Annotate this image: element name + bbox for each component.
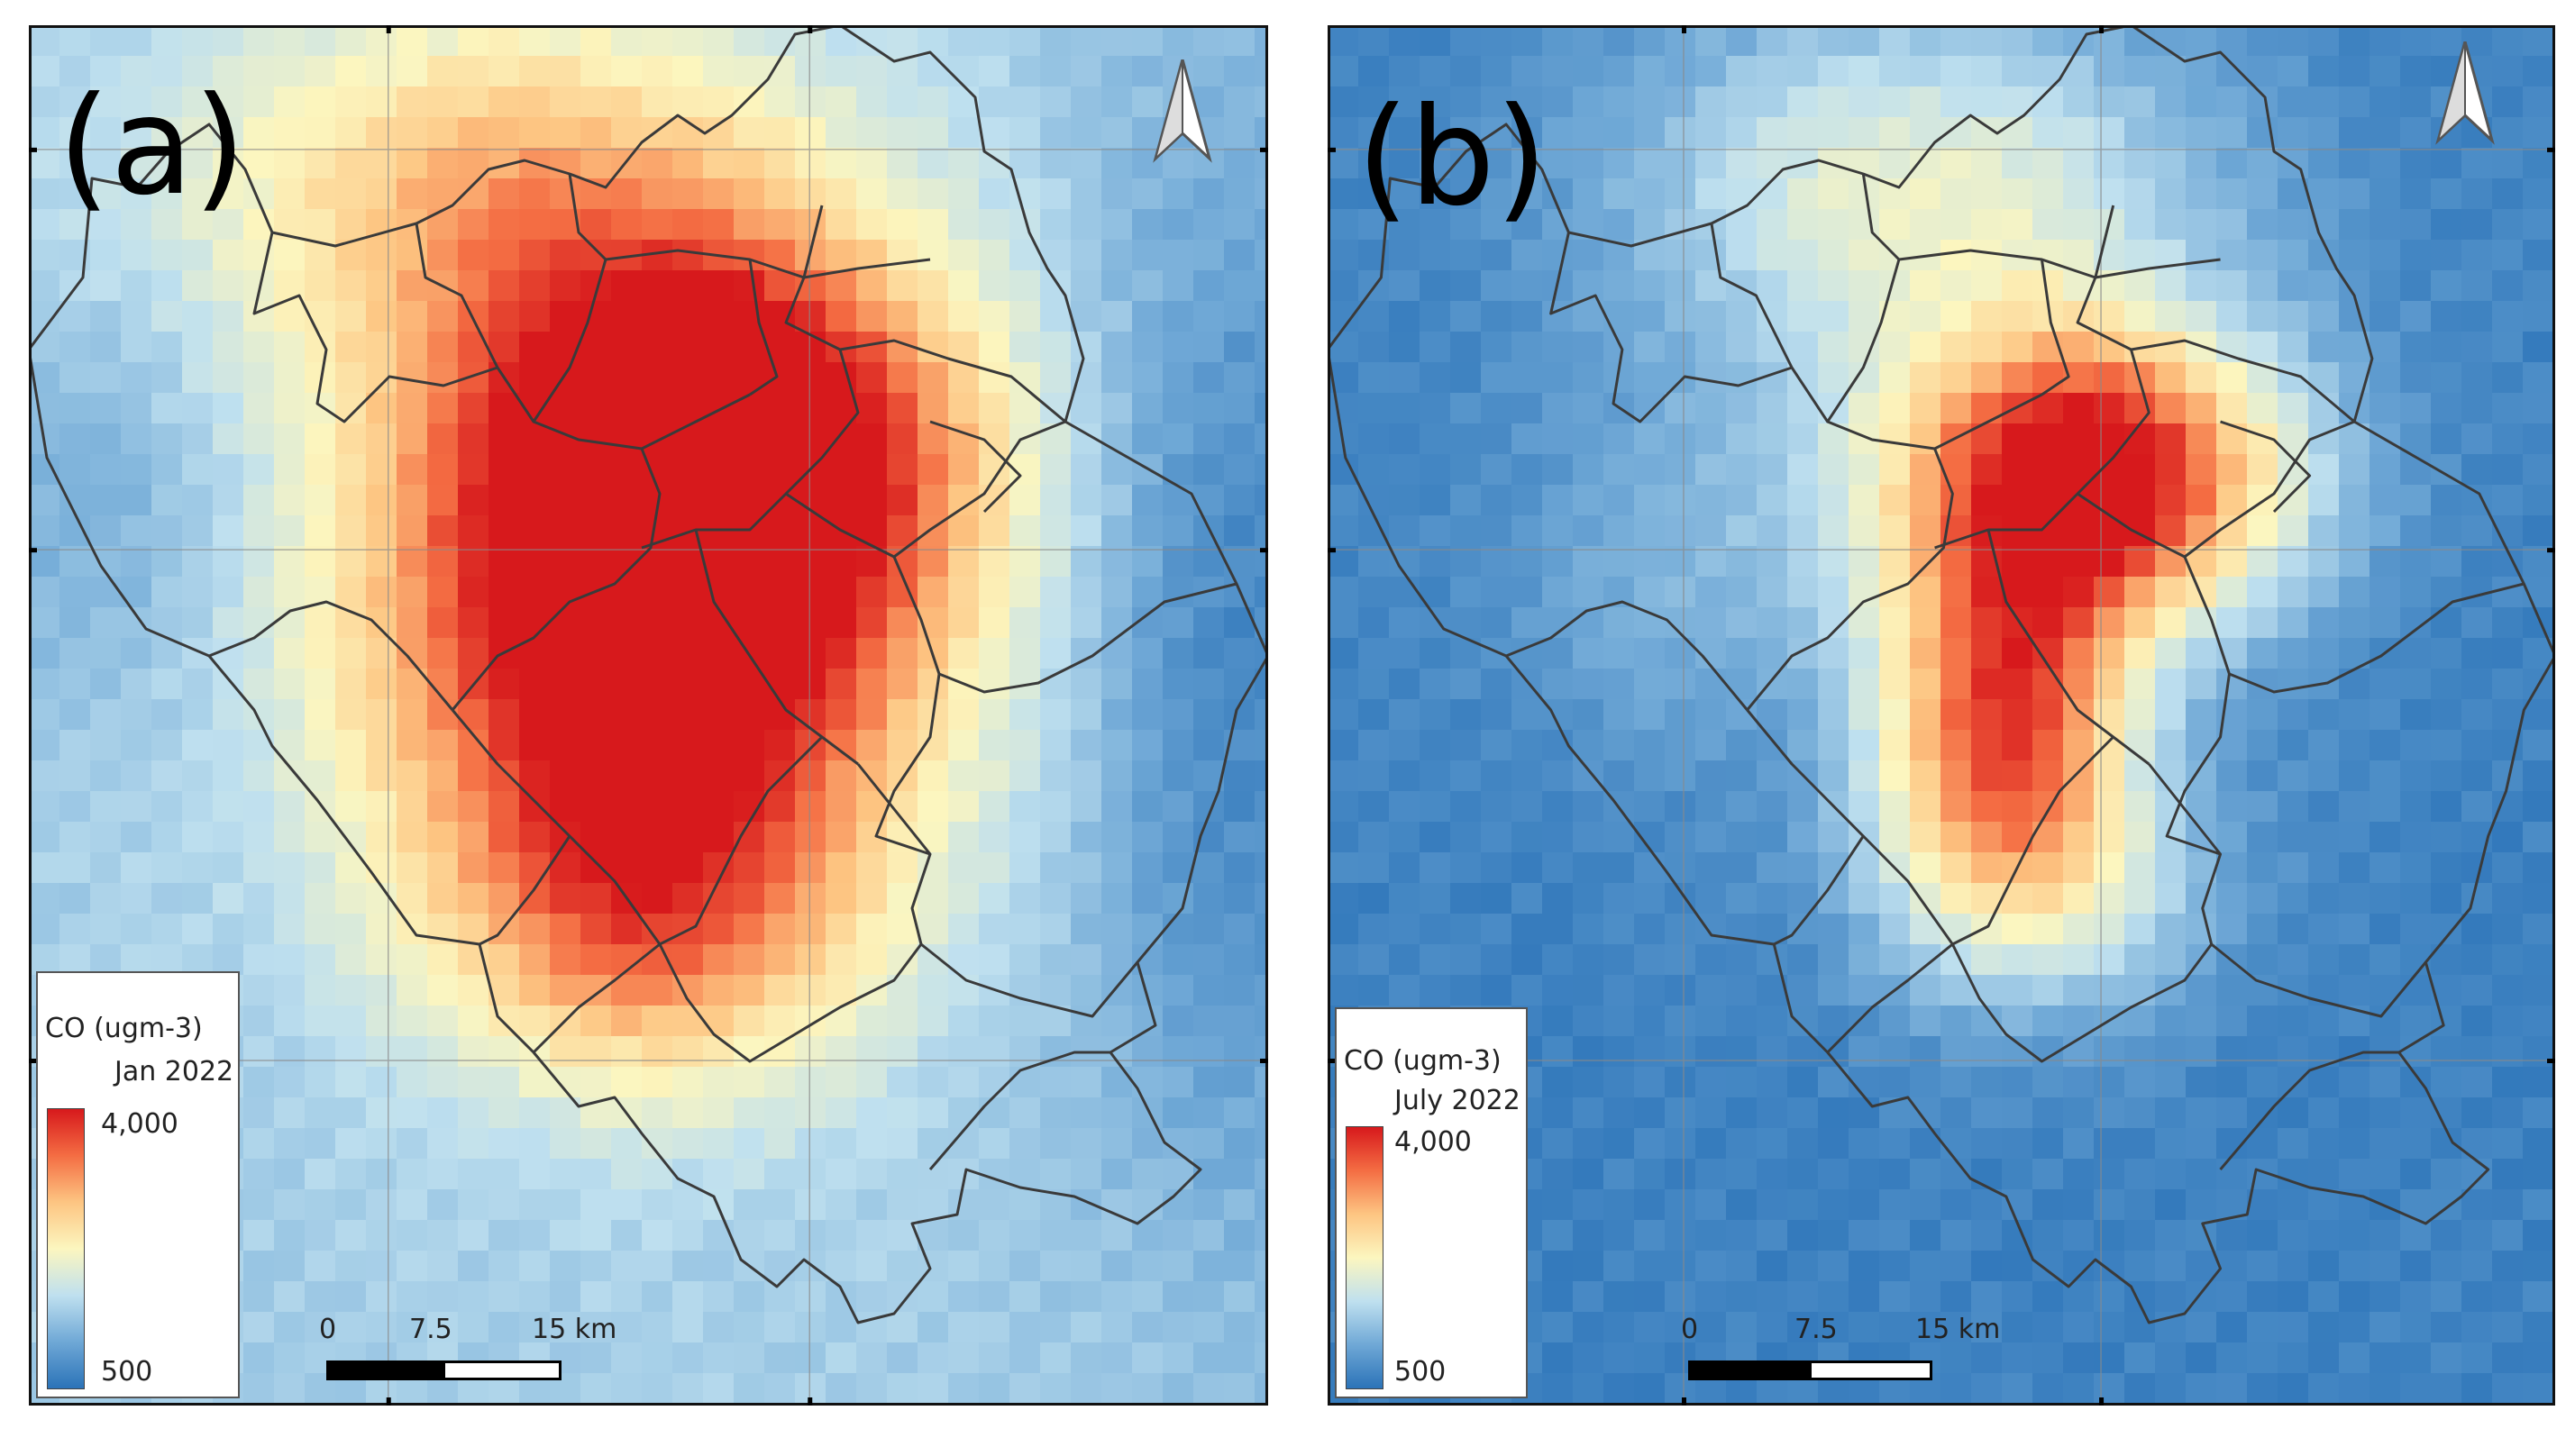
scale-segment-white-b [1809,1360,1932,1380]
map-panel-b: (b) CO (ugm-3) July 2022 4,000 500 0 7.5… [1328,25,2555,1406]
scale-tick-0-a: 0 [319,1314,337,1345]
legend-title-a: CO (ugm-3) [45,1013,203,1044]
scale-segment-black-b [1688,1360,1812,1380]
legend-b: CO (ugm-3) July 2022 4,000 500 [1335,1007,1528,1398]
legend-max-a: 4,000 [101,1108,178,1140]
co-concentration-map-b [1328,25,2555,1406]
legend-color-ramp-b [1346,1126,1383,1389]
legend-a: CO (ugm-3) Jan 2022 4,000 500 [36,971,240,1398]
panel-label-a: (a) [58,68,246,225]
scale-bar-a: 0 7.5 15 km [319,1314,616,1395]
north-arrow-icon [2435,41,2495,145]
district-boundaries [1328,25,2555,1324]
scale-tick-2-b: 15 km [1915,1314,2001,1345]
co-concentration-map-a [29,25,1268,1406]
scale-tick-0-b: 0 [1681,1314,1699,1345]
legend-period-b: July 2022 [1394,1085,1520,1116]
heat-grid [29,25,1268,1406]
legend-min-a: 500 [101,1356,153,1388]
legend-color-ramp-a [47,1108,85,1389]
scale-segment-white-a [443,1360,562,1380]
scale-tick-1-a: 7.5 [409,1314,452,1345]
scale-tick-2-a: 15 km [532,1314,617,1345]
legend-title-b: CO (ugm-3) [1344,1045,1502,1077]
legend-period-a: Jan 2022 [114,1056,234,1087]
map-panel-a: (a) CO (ugm-3) Jan 2022 4,000 500 0 7.5 … [29,25,1268,1406]
scale-tick-1-b: 7.5 [1794,1314,1838,1345]
scale-segment-black-a [326,1360,445,1380]
district-boundaries [29,25,1268,1324]
heat-grid [1328,25,2555,1406]
scale-bar-b: 0 7.5 15 km [1681,1314,2000,1395]
legend-min-b: 500 [1394,1356,1447,1388]
north-arrow-icon [1153,59,1212,163]
panel-label-b: (b) [1356,79,1548,236]
legend-max-b: 4,000 [1394,1126,1472,1158]
